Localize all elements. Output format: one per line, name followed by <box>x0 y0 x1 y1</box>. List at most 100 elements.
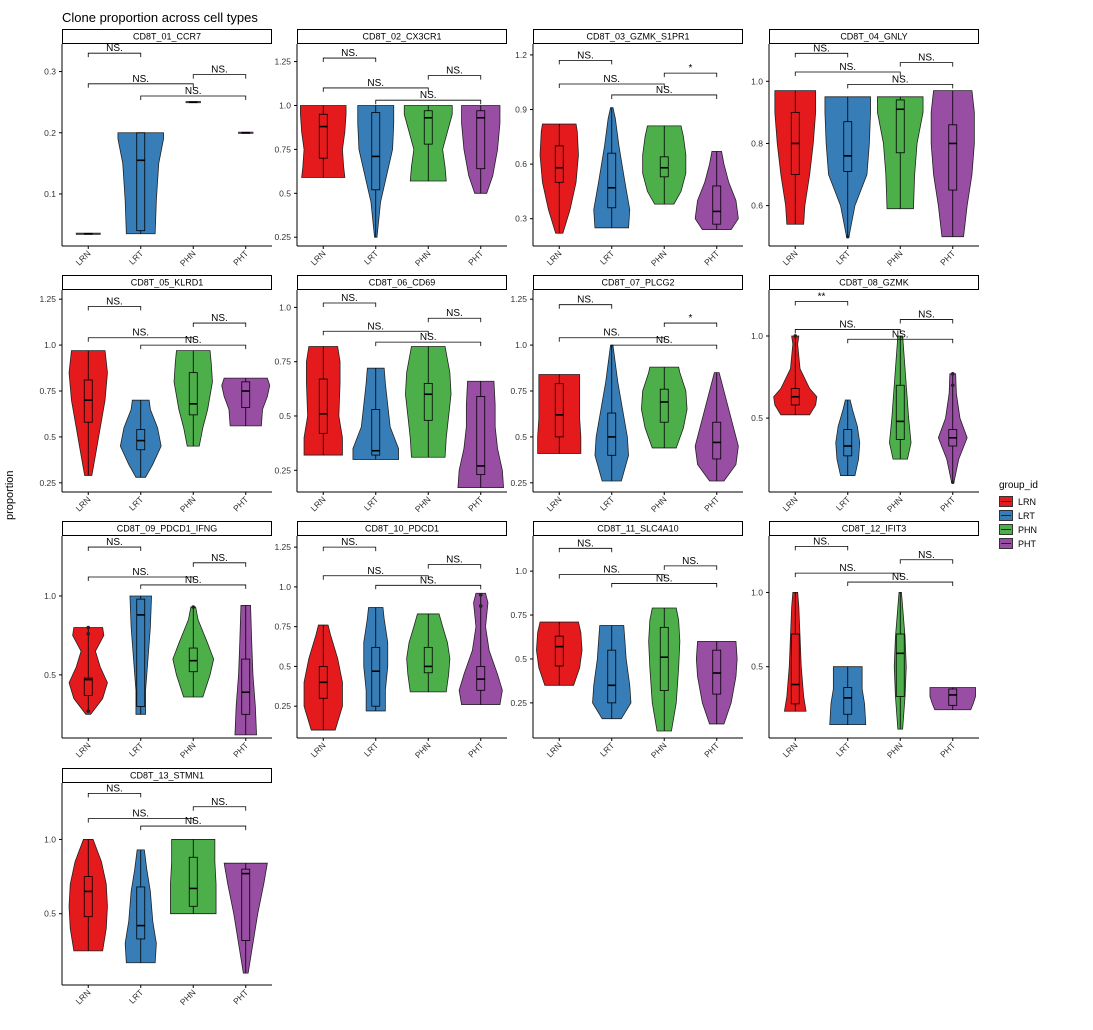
box-lrt <box>607 649 617 704</box>
violin-pht <box>695 640 738 725</box>
y-tick-label: 0.5 <box>751 662 763 672</box>
legend-item-phn: PHN <box>999 523 1038 536</box>
outlier-point <box>793 334 798 338</box>
legend: group_id LRN LRT PHN PHT <box>999 480 1038 551</box>
panel-title: CD8T_03_GZMK_S1PR1 <box>586 32 689 42</box>
box-pht <box>712 185 722 225</box>
x-tick-label: PHT <box>702 248 721 267</box>
x-tick-label: PHT <box>702 494 721 513</box>
violin-phn <box>172 606 215 698</box>
significance-label: NS. <box>211 65 228 76</box>
box-lrt <box>843 687 853 715</box>
box-lrn <box>83 876 93 918</box>
panel-cd8t_09_pdcd1_ifng: CD8T_09_PDCD1_IFNG 0.5 1.0 LRN LRT PHN PHT NS. N… <box>44 521 272 760</box>
box-phn <box>895 99 905 154</box>
box-pht <box>241 381 251 408</box>
significance-label: NS. <box>132 567 149 578</box>
panel-cd8t_08_gzmk: CD8T_08_GZMK 0.5 1.0 LRN LRT PHN PHT ** NS. NS. NS… <box>751 275 979 514</box>
box-phn <box>188 856 198 907</box>
violin-lrt <box>357 105 395 238</box>
violin-phn <box>173 350 213 447</box>
outlier-point <box>950 480 955 484</box>
legend-label-lrt: LRT <box>1018 510 1035 521</box>
y-tick-label: 0.8 <box>751 138 763 148</box>
significance-bracket <box>611 94 718 99</box>
significance-label: NS. <box>106 297 123 308</box>
box-lrn <box>318 113 328 159</box>
panel-strip <box>62 768 272 783</box>
y-tick-label: 0.5 <box>44 909 56 919</box>
panel-strip <box>769 521 979 536</box>
violin-pht <box>930 90 975 238</box>
panel-cd8t_10_pdcd1: CD8T_10_PDCD1 0.25 0.5 0.75 1.0 1.25 LRN LRT PHN… <box>274 521 507 760</box>
significance-bracket <box>140 344 247 350</box>
significance-label: NS. <box>892 74 909 85</box>
figure-title: Clone proportion across cell types <box>62 10 258 25</box>
outlier-point <box>86 632 91 636</box>
x-tick-label: LRN <box>74 248 93 267</box>
x-tick-label: PHN <box>178 987 198 1007</box>
significance-bracket <box>847 338 954 344</box>
x-tick-label: LRN <box>74 987 93 1006</box>
significance-bracket <box>611 344 718 350</box>
panel-title: CD8T_06_CD69 <box>369 278 436 288</box>
y-tick-label: 1.0 <box>751 331 763 341</box>
x-tick-label: PHN <box>885 740 905 760</box>
panel-title: CD8T_12_IFIT3 <box>842 524 907 534</box>
x-tick-label: LRN <box>74 494 93 513</box>
y-tick-label: 1.2 <box>515 50 527 60</box>
violin-lrn <box>303 346 343 456</box>
x-tick-label: PHN <box>885 248 905 268</box>
y-tick-label: 0.1 <box>44 189 56 199</box>
panel-cd8t_06_cd69: CD8T_06_CD69 0.25 0.5 0.75 1.0 LRN LRT PHN PHT NS… <box>274 275 507 514</box>
y-tick-label: 1.0 <box>751 587 763 597</box>
panel-title: CD8T_13_STMN1 <box>130 771 204 781</box>
y-tick-label: 0.75 <box>39 386 56 396</box>
significance-label: NS. <box>603 328 620 339</box>
x-tick-label: LRT <box>598 494 616 512</box>
violin-lrt <box>835 399 861 476</box>
outlier-point <box>86 625 91 630</box>
significance-label: NS. <box>603 74 620 85</box>
significance-bracket <box>558 547 613 553</box>
significance-bracket <box>192 322 247 328</box>
significance-bracket <box>663 565 718 570</box>
box-lrn <box>318 378 328 434</box>
x-tick-label: LRT <box>362 494 380 512</box>
y-tick-label: 0.5 <box>515 432 527 442</box>
y-tick-label: 1.0 <box>44 834 56 844</box>
violin-pht <box>461 105 501 194</box>
significance-label: NS. <box>577 50 594 61</box>
significance-label: NS. <box>577 538 594 549</box>
violin-lrt <box>363 607 389 712</box>
y-tick-label: 0.5 <box>279 411 291 421</box>
box-pht <box>948 124 958 191</box>
significance-bracket <box>87 83 194 88</box>
significance-label: NS. <box>839 319 856 330</box>
significance-label: NS. <box>918 550 935 561</box>
significance-bracket <box>192 74 247 79</box>
significance-label: NS. <box>185 86 202 97</box>
box-lrn <box>554 145 564 183</box>
panel-title: CD8T_04_GNLY <box>840 32 907 42</box>
violin-lrn <box>68 350 108 476</box>
x-tick-label: LRN <box>545 248 564 267</box>
legend-key-lrt <box>999 510 1013 521</box>
significance-bracket <box>87 576 194 582</box>
significance-bracket <box>558 304 613 309</box>
x-tick-label: PHN <box>885 494 905 514</box>
y-axis-title: proportion <box>4 470 16 520</box>
violin-lrn <box>303 624 343 731</box>
x-tick-label: PHT <box>702 740 721 759</box>
box-lrn <box>83 677 93 696</box>
significance-bracket <box>375 341 482 347</box>
y-tick-label: 1.0 <box>279 100 291 110</box>
y-tick-label: 0.75 <box>274 144 291 154</box>
box-lrt <box>136 429 146 451</box>
significance-label: NS. <box>839 563 856 574</box>
box-phn <box>423 646 433 674</box>
y-tick-label: 0.75 <box>510 610 527 620</box>
significance-bracket <box>427 317 482 323</box>
y-tick-label: 1.0 <box>44 591 56 601</box>
significance-label: NS. <box>106 783 123 794</box>
